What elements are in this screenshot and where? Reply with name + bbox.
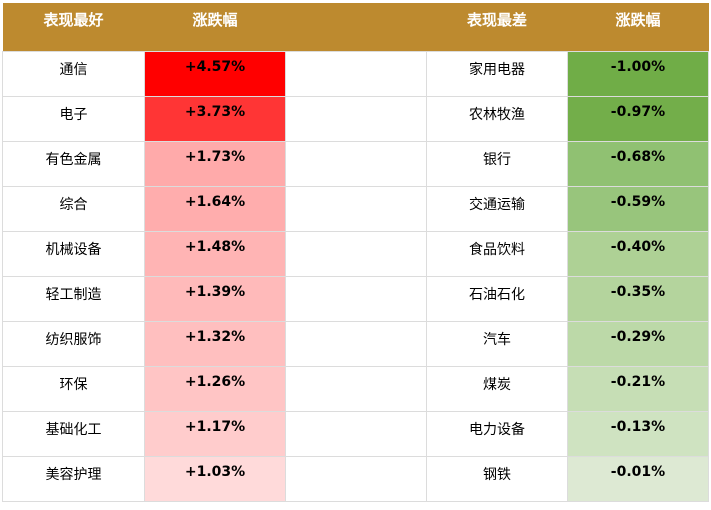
worst-change: -0.97% [567, 95, 709, 142]
gap-cell [285, 410, 427, 457]
best-change: +4.57% [144, 50, 286, 97]
worst-change: -0.68% [567, 140, 709, 187]
best-change: +3.73% [144, 95, 286, 142]
table-row: 基础化工 +1.17% 电力设备 -0.13% [2, 410, 709, 457]
header-cell: 表现最好 [43, 11, 104, 29]
ranking-table-wrap: 表现最好 涨跌幅 表现最差 涨跌幅 通信 +4.57% 家用电器 -1.00% 电子 +3… [2, 3, 709, 502]
worst-sector: 汽车 [426, 320, 568, 367]
best-change: +1.26% [144, 365, 286, 412]
best-sector: 美容护理 [2, 455, 145, 502]
worst-change: -0.35% [567, 275, 709, 322]
table-row: 综合 +1.64% 交通运输 -0.59% [2, 185, 709, 232]
worst-change: -1.00% [567, 50, 709, 97]
gap-cell [285, 455, 427, 502]
table-row: 通信 +4.57% 家用电器 -1.00% [2, 50, 709, 97]
gap-cell [285, 320, 427, 367]
header-row: 表现最好 涨跌幅 表现最差 涨跌幅 [2, 3, 709, 51]
best-change: +1.39% [144, 275, 286, 322]
ranking-table: 表现最好 涨跌幅 表现最差 涨跌幅 通信 +4.57% 家用电器 -1.00% 电子 +3… [2, 3, 709, 502]
worst-sector: 煤炭 [426, 365, 568, 412]
gap-cell [285, 275, 427, 322]
best-change: +1.73% [144, 140, 286, 187]
worst-change: -0.59% [567, 185, 709, 232]
gap-cell [285, 50, 427, 97]
best-change: +1.64% [144, 185, 286, 232]
best-change: +1.17% [144, 410, 286, 457]
table-row: 电子 +3.73% 农林牧渔 -0.97% [2, 95, 709, 142]
best-sector: 轻工制造 [2, 275, 145, 322]
table-row: 美容护理 +1.03% 钢铁 -0.01% [2, 455, 709, 502]
best-sector: 通信 [2, 50, 145, 97]
header-cell: 涨跌幅 [192, 11, 238, 29]
header-gap [286, 3, 427, 51]
worst-sector: 农林牧渔 [426, 95, 568, 142]
worst-sector: 食品饮料 [426, 230, 568, 277]
best-sector: 基础化工 [2, 410, 145, 457]
best-sector: 纺织服饰 [2, 320, 145, 367]
table-row: 有色金属 +1.73% 银行 -0.68% [2, 140, 709, 187]
worst-change: -0.13% [567, 410, 709, 457]
best-sector: 电子 [2, 95, 145, 142]
best-sector: 机械设备 [2, 230, 145, 277]
best-change: +1.48% [144, 230, 286, 277]
gap-cell [285, 140, 427, 187]
worst-sector: 石油石化 [426, 275, 568, 322]
worst-change: -0.21% [567, 365, 709, 412]
header-cell: 表现最差 [466, 11, 527, 29]
worst-change: -0.29% [567, 320, 709, 367]
table-row: 轻工制造 +1.39% 石油石化 -0.35% [2, 275, 709, 322]
table-row: 环保 +1.26% 煤炭 -0.21% [2, 365, 709, 412]
best-sector: 有色金属 [2, 140, 145, 187]
worst-sector: 家用电器 [426, 50, 568, 97]
best-change: +1.32% [144, 320, 286, 367]
best-sector: 环保 [2, 365, 145, 412]
worst-sector: 交通运输 [426, 185, 568, 232]
worst-sector: 银行 [426, 140, 568, 187]
worst-sector: 电力设备 [426, 410, 568, 457]
table-row: 机械设备 +1.48% 食品饮料 -0.40% [2, 230, 709, 277]
best-change: +1.03% [144, 455, 286, 502]
gap-cell [285, 185, 427, 232]
gap-cell [285, 95, 427, 142]
table-row: 纺织服饰 +1.32% 汽车 -0.29% [2, 320, 709, 367]
gap-cell [285, 230, 427, 277]
worst-change: -0.40% [567, 230, 709, 277]
best-sector: 综合 [2, 185, 145, 232]
header-cell: 涨跌幅 [615, 11, 661, 29]
worst-change: -0.01% [567, 455, 709, 502]
worst-sector: 钢铁 [426, 455, 568, 502]
gap-cell [285, 365, 427, 412]
